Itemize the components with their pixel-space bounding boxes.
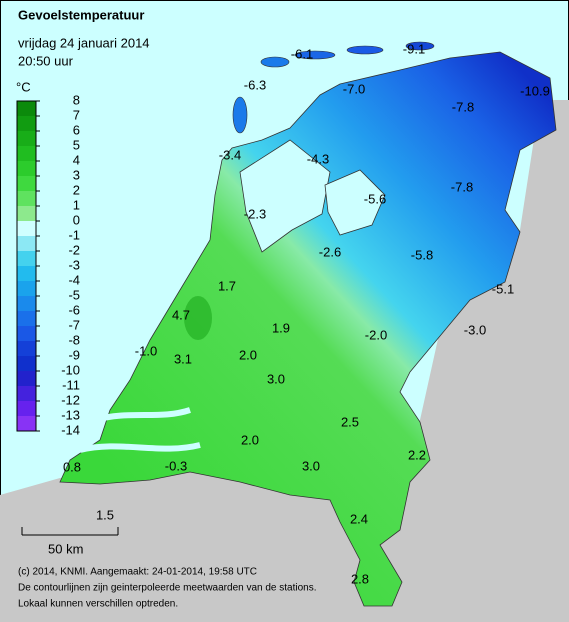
ijsselmeer [239, 139, 331, 253]
legend-tick-label: -6 [68, 302, 80, 317]
station-value: -7.8 [452, 99, 474, 114]
station-value: -7.0 [343, 81, 365, 96]
station-value: -4.3 [307, 151, 329, 166]
legend-band [17, 206, 36, 221]
legend-tick-label: 3 [73, 167, 80, 182]
legend-band [17, 356, 36, 371]
legend-band [17, 251, 36, 266]
footer: (c) 2014, KNMI. Aangemaakt: 24-01-2014, … [18, 567, 257, 578]
legend-tick-label: -12 [61, 392, 80, 407]
legend-tick-label: -14 [61, 422, 80, 437]
station-value: -2.6 [319, 244, 341, 259]
station-value: 3.0 [302, 458, 320, 473]
legend-tick-label: 5 [73, 137, 80, 152]
station-value: 2.8 [351, 571, 369, 586]
station-value: -5.1 [492, 281, 514, 296]
footer: De contourlijnen zijn geinterpoleerde me… [18, 583, 317, 594]
zeeland-water [79, 407, 201, 453]
station-value: -10.9 [520, 83, 550, 98]
legend-tick-label: -8 [68, 332, 80, 347]
island [346, 45, 384, 55]
station-value: -5.8 [411, 247, 433, 262]
legend-band [17, 416, 36, 431]
legend-band [17, 176, 36, 191]
legend-tick-label: 2 [73, 182, 80, 197]
station-value: 2.0 [241, 432, 259, 447]
legend-tick-label: -3 [68, 257, 80, 272]
legend-band [17, 131, 36, 146]
legend-band [17, 311, 36, 326]
legend-band [17, 116, 36, 131]
legend-tick-label: -4 [68, 272, 80, 287]
markermeer [324, 169, 386, 236]
legend-band [17, 101, 36, 116]
station-value: 0.8 [63, 459, 81, 474]
legend-band [17, 341, 36, 356]
station-value: -6.1 [291, 46, 313, 61]
station-value: 2.0 [239, 347, 257, 362]
legend-band [17, 281, 36, 296]
date: vrijdag 24 januari 2014 [18, 35, 150, 50]
station-value: 3.0 [267, 371, 285, 386]
station-value: -6.3 [244, 77, 266, 92]
station-value: -5.6 [364, 191, 386, 206]
time: 20:50 uur [18, 53, 74, 68]
station-value: 4.7 [172, 307, 190, 322]
legend-band [17, 191, 36, 206]
station-value: -9.1 [403, 41, 425, 56]
legend-band [17, 146, 36, 161]
station-value: -0.3 [165, 458, 187, 473]
station-value: 1.9 [272, 320, 290, 335]
legend-tick-label: -11 [62, 377, 80, 392]
legend-tick-label: -10 [61, 362, 80, 377]
legend-band [17, 401, 36, 416]
legend-tick-label: 0 [73, 212, 80, 227]
legend-tick-label: 6 [73, 122, 80, 137]
warm-spot [184, 296, 212, 340]
scale-label: 50 km [48, 541, 83, 556]
legend-tick-label: -13 [61, 407, 80, 422]
footer: Lokaal kunnen verschillen optreden. [18, 599, 178, 610]
island [232, 96, 248, 134]
station-value: -2.0 [365, 327, 387, 342]
legend-tick-label: 8 [73, 92, 80, 107]
legend-band [17, 386, 36, 401]
island [405, 41, 435, 51]
station-value: 2.5 [341, 414, 359, 429]
legend-band [17, 371, 36, 386]
station-value: -7.8 [451, 179, 473, 194]
legend-band [17, 161, 36, 176]
netherlands [59, 51, 557, 607]
legend-band [17, 266, 36, 281]
station-value: -2.3 [244, 206, 266, 221]
legend-tick-label: -7 [68, 317, 80, 332]
island [294, 50, 336, 60]
station-value: 2.2 [408, 447, 426, 462]
legend-tick-label: -5 [68, 287, 80, 302]
station-value: -1.0 [135, 343, 157, 358]
legend-band [17, 296, 36, 311]
legend-unit: °C [16, 79, 31, 94]
legend-tick-label: 4 [73, 152, 80, 167]
station-value: 1.5 [96, 507, 114, 522]
station-value: -3.0 [464, 322, 486, 337]
neighbour-land [0, 100, 569, 622]
legend-tick-label: 7 [73, 107, 80, 122]
legend-tick-label: -1 [68, 227, 80, 242]
legend-band [17, 236, 36, 251]
legend-tick-label: -2 [68, 242, 80, 257]
legend-band [17, 221, 36, 236]
title: Gevoelstemperatuur [18, 7, 144, 22]
station-value: -3.4 [219, 147, 241, 162]
station-value: 3.1 [174, 351, 192, 366]
legend-band [17, 326, 36, 341]
station-value: 2.4 [350, 511, 368, 526]
island [260, 56, 290, 68]
station-value: 1.7 [218, 278, 236, 293]
legend-tick-label: 1 [73, 197, 80, 212]
legend-tick-label: -9 [68, 347, 80, 362]
